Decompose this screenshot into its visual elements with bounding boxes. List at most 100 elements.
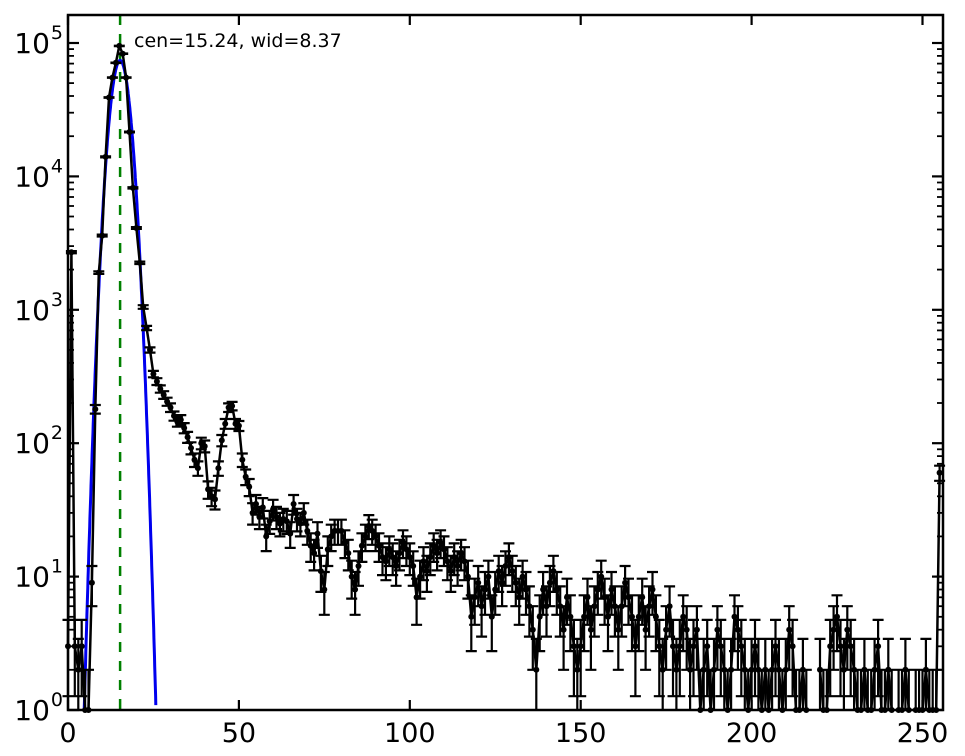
data-point-marker [656,643,663,650]
data-point-marker [690,643,697,650]
data-point-marker [102,153,109,160]
data-point-marker [441,546,447,553]
data-point-marker [311,550,318,557]
data-point-marker [348,573,355,580]
data-point-marker [194,465,201,472]
data-markers-group [65,42,943,713]
data-point-marker [68,249,75,256]
data-point-marker [663,626,670,633]
data-point-marker [270,506,277,513]
data-point-marker [246,483,253,490]
data-point-marker [550,568,557,575]
data-point-marker [420,558,427,565]
data-point-marker [321,586,328,593]
data-point-marker [741,666,748,673]
data-point-marker [191,456,198,463]
data-point-marker [591,603,598,610]
data-point-marker [786,626,793,633]
data-point-marker [683,626,690,633]
data-point-marker [523,586,529,593]
data-point-marker [605,613,611,620]
data-point-marker [133,225,140,231]
data-point-marker [382,558,389,565]
data-point-marker [728,666,735,673]
data-point-marker [314,530,321,537]
data-point-marker [827,643,834,650]
data-point-marker [649,586,656,593]
data-point-marker [184,434,191,441]
tick-labels-group: 0 50 100 150 200 250 100 101 102 103 104 105 [14,22,948,749]
data-point-marker [587,626,594,633]
data-point-marker [512,579,519,586]
fit-annotation-label: cen=15.24, wid=8.37 [134,30,342,52]
data-point-marker [464,573,471,580]
data-point-marker [611,603,618,610]
data-point-marker [817,666,823,673]
data-point-marker [834,613,840,620]
data-point-marker [502,563,509,569]
data-point-marker [249,509,256,516]
data-point-marker [529,626,536,633]
data-point-marker [396,550,403,557]
data-point-marker [283,518,290,525]
data-point-marker [885,666,892,673]
data-point-marker [635,613,642,620]
x-tick-label: 150 [555,718,607,749]
data-point-marker [372,533,379,540]
x-tick-label: 250 [897,718,949,749]
data-point-marker [451,554,458,561]
data-point-marker [642,626,649,633]
data-point-marker [177,416,184,423]
data-point-marker [403,546,410,553]
data-point-marker [875,643,882,650]
data-point-marker [458,550,465,557]
y-tick-label: 105 [14,22,63,60]
data-point-marker [341,539,348,546]
data-point-marker [393,563,400,569]
data-point-marker [136,259,143,266]
data-point-marker [352,586,359,593]
data-point-marker [772,643,779,650]
data-point-marker [769,666,776,673]
data-point-marker [164,398,171,405]
data-point-marker [687,666,694,673]
data-point-marker [625,594,632,601]
data-point-marker [680,613,687,620]
data-point-marker [536,613,543,620]
data-point-marker [369,527,376,534]
data-point-marker [297,520,304,527]
data-point-marker [574,666,581,673]
data-point-marker [485,573,492,580]
data-point-marker [307,542,314,549]
data-point-marker [417,573,424,580]
data-point-marker [615,626,622,633]
data-point-marker [123,74,130,81]
data-point-marker [109,74,116,81]
data-point-marker [731,613,738,620]
data-point-marker [95,269,102,276]
data-point-marker [762,666,769,673]
data-point-marker [430,542,437,549]
data-point-marker [212,496,218,503]
data-point-marker [379,554,386,561]
data-point-marker [389,554,396,561]
data-point-marker [676,643,683,650]
data-point-marker [112,59,119,66]
data-point-marker [338,527,345,534]
data-point-marker [533,666,540,673]
data-point-marker [75,666,82,673]
y-tick-label: 103 [14,289,63,327]
data-point-marker [851,666,858,673]
data-point-marker [557,603,564,610]
data-point-marker [659,666,666,673]
data-point-marker [639,594,646,601]
data-point-marker [847,643,854,650]
data-point-marker [400,539,406,546]
data-point-marker [789,643,796,650]
data-point-marker [594,586,601,593]
data-point-marker [861,666,868,673]
data-point-marker [215,465,222,472]
data-point-marker [516,594,523,601]
data-point-marker [99,232,106,239]
